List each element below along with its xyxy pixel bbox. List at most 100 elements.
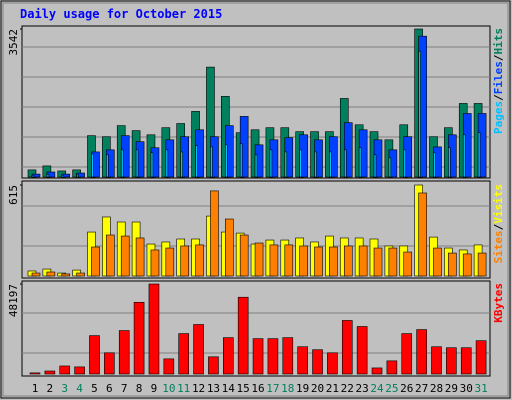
x-tick-label: 6: [106, 382, 113, 395]
x-tick-label: 7: [121, 382, 128, 395]
bar: [89, 335, 100, 375]
bar: [358, 147, 362, 178]
x-tick-label: 9: [151, 382, 158, 395]
legend: Sites/Visits: [492, 184, 505, 264]
bar: [225, 144, 228, 178]
y-tick-label: 615: [7, 185, 20, 205]
bar: [401, 333, 413, 375]
bar: [135, 237, 145, 277]
bar: [475, 340, 487, 375]
bar: [269, 244, 279, 277]
bar: [446, 347, 457, 375]
legend-separator: /: [492, 54, 505, 61]
x-tick-label: 1: [32, 382, 39, 395]
bar: [104, 352, 115, 375]
bar: [165, 247, 175, 277]
legend-entry: Hits: [492, 28, 505, 55]
bar: [371, 367, 383, 375]
bar: [418, 192, 427, 277]
bar: [61, 273, 71, 277]
bar: [133, 301, 145, 375]
bar: [120, 149, 124, 178]
chart-title: Daily usage for October 2015: [20, 7, 222, 21]
x-tick-label: 5: [91, 382, 98, 395]
bar: [163, 358, 175, 375]
x-tick-label: 28: [430, 382, 443, 395]
bar: [373, 247, 383, 277]
bar: [460, 347, 472, 375]
bar: [76, 272, 85, 277]
bar: [282, 337, 294, 375]
bar: [91, 246, 100, 277]
bar: [135, 149, 139, 178]
bar: [150, 152, 154, 178]
bar: [195, 145, 198, 178]
bar: [165, 149, 169, 178]
bar: [195, 244, 204, 277]
x-tick-label: 2: [47, 382, 54, 395]
bar: [74, 366, 85, 375]
y-tick-label: 48197: [7, 284, 20, 317]
bar: [208, 356, 219, 375]
bar: [433, 247, 442, 277]
bar: [299, 149, 302, 178]
bar: [462, 134, 466, 178]
bar: [59, 365, 71, 375]
bar: [148, 283, 160, 375]
bar: [269, 149, 273, 178]
bar: [31, 175, 35, 178]
bar: [358, 245, 368, 277]
x-tick-label: 31: [474, 382, 487, 395]
x-tick-label: 18: [281, 382, 294, 395]
x-tick-label: 16: [251, 382, 264, 395]
bar: [477, 252, 487, 277]
x-tick-label: 22: [341, 382, 354, 395]
x-tick-label: 20: [311, 382, 324, 395]
x-tick-label: 19: [296, 382, 309, 395]
bar: [314, 151, 317, 178]
bar: [210, 146, 213, 178]
x-tick-label: 3: [61, 382, 68, 395]
legend-entry: Files: [492, 61, 505, 94]
bar: [106, 154, 109, 178]
x-tick-label: 10: [162, 382, 175, 395]
x-tick-label: 29: [445, 382, 458, 395]
bar: [46, 174, 50, 178]
bar: [416, 329, 427, 375]
bar: [462, 253, 472, 277]
bar: [343, 149, 347, 178]
bar: [223, 337, 234, 375]
bar: [31, 272, 41, 277]
legend: KBytes: [492, 283, 505, 323]
bar: [44, 370, 56, 375]
bar: [373, 154, 377, 178]
x-tick-label: 11: [177, 382, 190, 395]
x-tick-label: 24: [370, 382, 384, 395]
bar: [46, 271, 56, 277]
bar: [180, 151, 183, 178]
y-tick-label: 3542: [7, 29, 20, 56]
bar: [314, 246, 323, 277]
x-tick-label: 25: [385, 382, 398, 395]
x-tick-label: 21: [326, 382, 339, 395]
bar: [239, 143, 243, 178]
legend-separator: /: [492, 94, 505, 101]
bar: [91, 153, 94, 178]
bar: [254, 154, 258, 178]
bar: [267, 338, 279, 375]
legend-separator: /: [492, 223, 505, 230]
bar: [120, 235, 130, 277]
bar: [477, 132, 481, 178]
x-tick-label: 4: [76, 382, 83, 395]
bar: [252, 338, 264, 375]
bar: [448, 252, 457, 277]
x-tick-label: 17: [266, 382, 279, 395]
x-tick-label: 15: [237, 382, 250, 395]
bar: [254, 242, 264, 277]
bar: [418, 50, 421, 178]
legend-entry: Sites: [492, 230, 505, 263]
bar: [448, 147, 451, 178]
bar: [193, 324, 204, 375]
